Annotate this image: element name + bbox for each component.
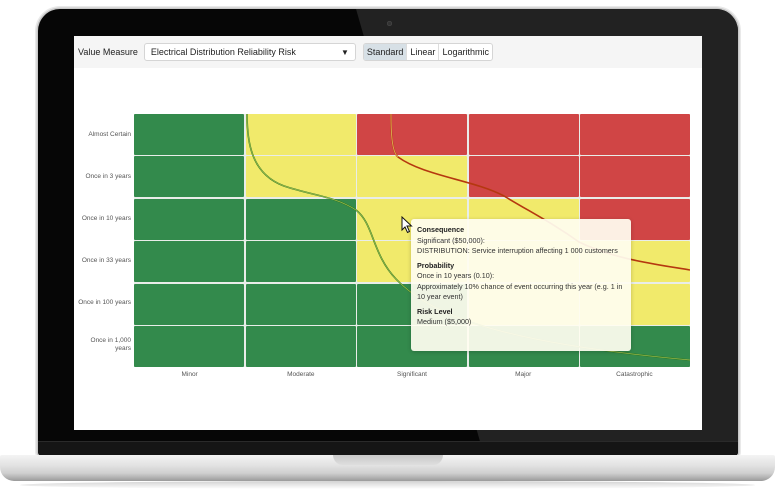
laptop-shadow — [20, 481, 755, 489]
consequence-label: Significant — [397, 371, 427, 378]
cell-tooltip: Consequence Significant ($50,000): DISTR… — [411, 219, 631, 351]
camera-icon — [387, 21, 392, 26]
probability-label: Almost Certain — [88, 131, 131, 138]
matrix-cell-medium[interactable] — [245, 114, 356, 155]
tooltip-consequence-heading: Consequence — [417, 225, 465, 234]
tooltip-probability-desc: Approximately 10% chance of event occurr… — [417, 281, 623, 302]
matrix-cell-high[interactable] — [468, 156, 579, 198]
matrix-cell-low[interactable] — [245, 326, 356, 367]
matrix-cell-low[interactable] — [134, 283, 244, 325]
tooltip-consequence-value: Significant ($50,000): — [417, 235, 485, 245]
scale-toggle: Standard Linear Logarithmic — [362, 43, 493, 61]
matrix-cell-low[interactable] — [134, 114, 244, 155]
matrix-cell-medium[interactable] — [245, 156, 356, 198]
scale-option-linear[interactable]: Linear — [406, 44, 438, 60]
value-measure-label: Value Measure — [78, 47, 138, 57]
consequence-label: Moderate — [287, 371, 315, 378]
matrix-cell-high[interactable] — [357, 114, 467, 155]
value-measure-dropdown[interactable]: Electrical Distribution Reliability Risk… — [143, 43, 356, 61]
matrix-cell-low[interactable] — [134, 156, 244, 198]
probability-label: Once in 3 years — [85, 173, 131, 180]
consequence-label: Major — [515, 371, 532, 378]
matrix-cell-high[interactable] — [580, 114, 690, 155]
probability-label: Once in 100 years — [78, 299, 131, 306]
toolbar: Value Measure Electrical Distribution Re… — [74, 36, 702, 68]
chevron-down-icon: ▼ — [340, 47, 349, 57]
matrix-cell-high[interactable] — [580, 156, 690, 198]
tooltip-probability-value: Once in 10 years (0.10): — [417, 271, 495, 280]
tooltip-consequence-desc: DISTRIBUTION: Service interruption affec… — [417, 246, 618, 255]
consequence-axis: Minor Moderate Significant Major Catastr… — [134, 371, 690, 378]
consequence-label: Catastrophic — [616, 371, 653, 378]
tooltip-probability-heading: Probability — [417, 260, 455, 270]
matrix-cell-low[interactable] — [134, 326, 244, 367]
mouse-pointer-icon — [401, 216, 413, 234]
laptop-notch — [333, 455, 443, 465]
tooltip-risk-heading: Risk Level — [417, 306, 453, 316]
probability-label: Once in 1,000 years — [90, 337, 131, 352]
matrix-cell-low[interactable] — [134, 241, 244, 283]
matrix-cell-low[interactable] — [245, 198, 356, 240]
matrix-cell-low[interactable] — [134, 198, 244, 240]
value-measure-selected: Electrical Distribution Reliability Risk — [150, 47, 296, 57]
probability-label: Once in 10 years — [81, 215, 131, 222]
consequence-label: Minor — [181, 371, 198, 378]
matrix-cell-high[interactable] — [468, 114, 579, 155]
matrix-cell-medium[interactable] — [357, 156, 467, 198]
tooltip-risk-value: Medium ($5,000) — [417, 317, 472, 326]
lid-bottom-bezel — [38, 441, 738, 456]
matrix-cell-low[interactable] — [245, 283, 356, 325]
scale-option-standard[interactable]: Standard — [363, 44, 407, 60]
app-screen: Value Measure Electrical Distribution Re… — [74, 36, 702, 430]
scale-option-logarithmic[interactable]: Logarithmic — [438, 44, 492, 60]
probability-label: Once in 33 years — [81, 257, 131, 264]
matrix-cell-low[interactable] — [245, 241, 356, 283]
